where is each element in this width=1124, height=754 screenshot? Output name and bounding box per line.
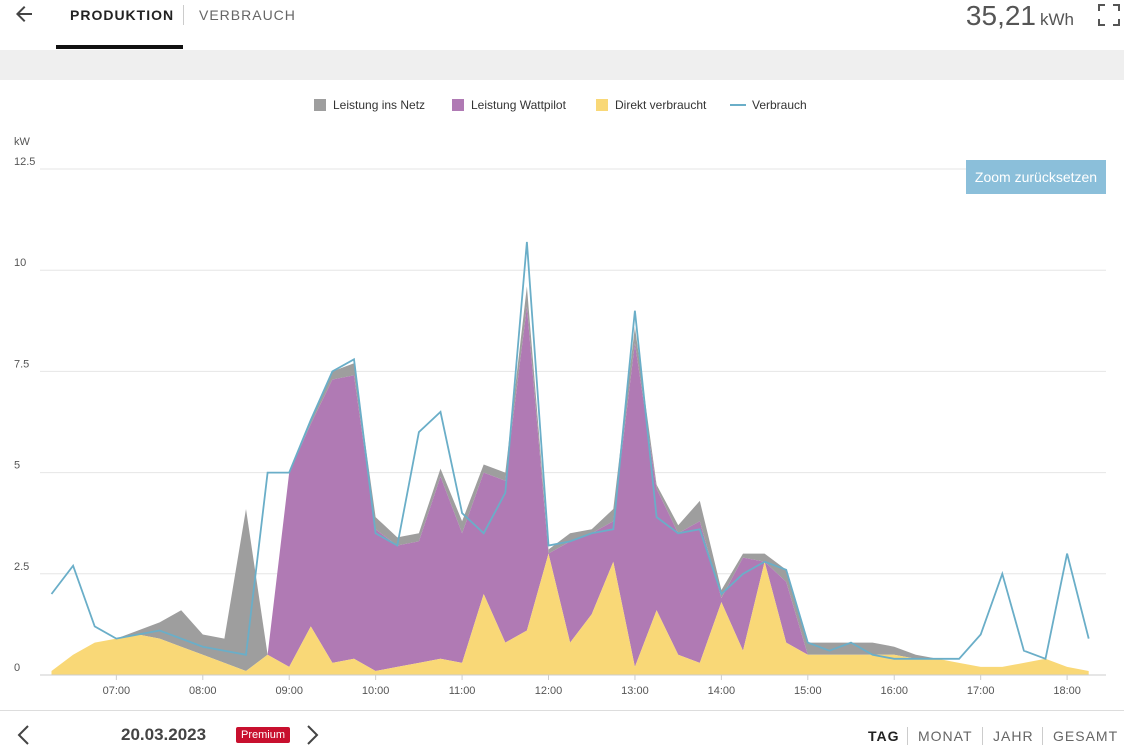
area-direkt-verbraucht xyxy=(51,553,1089,675)
legend-label-wattpilot: Leistung Wattpilot xyxy=(471,98,566,112)
zoom-reset-button[interactable]: Zoom zurücksetzen xyxy=(966,160,1106,194)
total-unit: kWh xyxy=(1040,10,1074,29)
x-tick-label: 18:00 xyxy=(1053,685,1081,697)
fullscreen-icon[interactable] xyxy=(1098,4,1120,26)
legend-item-direkt[interactable]: Direkt verbraucht xyxy=(596,98,706,112)
header-spacer xyxy=(0,50,1124,80)
x-tick-label: 11:00 xyxy=(449,685,476,697)
total-energy: 35,21 kWh xyxy=(966,0,1074,32)
x-tick-label: 12:00 xyxy=(535,685,563,697)
legend-swatch-verbrauch xyxy=(730,104,746,106)
y-tick-label: 2.5 xyxy=(14,561,29,573)
y-tick-label: 5 xyxy=(14,460,20,472)
x-tick-label: 07:00 xyxy=(103,685,131,697)
period-gesamt[interactable]: GESAMT xyxy=(1053,728,1119,744)
x-tick-label: 16:00 xyxy=(880,685,908,697)
y-tick-label: 7.5 xyxy=(14,358,29,370)
total-value: 35,21 xyxy=(965,0,1036,31)
legend-label-verbrauch: Verbrauch xyxy=(752,98,807,112)
y-tick-label: 10 xyxy=(14,257,26,269)
period-tag[interactable]: TAG xyxy=(868,728,900,744)
period-monat[interactable]: MONAT xyxy=(918,728,973,744)
tab-divider xyxy=(183,5,184,25)
legend-item-netz[interactable]: Leistung ins Netz xyxy=(314,98,425,112)
tab-verbrauch[interactable]: VERBRAUCH xyxy=(199,7,296,23)
legend-label-netz: Leistung ins Netz xyxy=(333,98,426,112)
y-tick-label: 0 xyxy=(14,662,20,674)
x-tick-label: 17:00 xyxy=(967,685,995,697)
y-tick-label: 12.5 xyxy=(14,156,35,168)
legend-swatch-wattpilot xyxy=(452,99,464,111)
legend-item-wattpilot[interactable]: Leistung Wattpilot xyxy=(452,98,566,112)
active-tab-indicator xyxy=(56,45,183,49)
x-tick-label: 09:00 xyxy=(275,685,303,697)
period-divider xyxy=(982,727,983,745)
top-bar: PRODUKTION VERBRAUCH 35,21 kWh xyxy=(0,0,1124,50)
x-tick-label: 13:00 xyxy=(621,685,649,697)
period-divider xyxy=(1042,727,1043,745)
legend-item-verbrauch[interactable]: Verbrauch xyxy=(730,98,807,112)
chart-plot[interactable]: kW 0 2.5 5 7.5 10 12.5 07:00 08:00 09:00 10:00 11:0… xyxy=(0,80,1124,710)
back-arrow-icon[interactable] xyxy=(12,2,36,26)
legend-label-direkt: Direkt verbraucht xyxy=(615,98,707,112)
line-verbrauch xyxy=(50,241,1090,661)
x-tick-label: 14:00 xyxy=(708,685,736,697)
production-chart: Leistung ins Netz Leistung Wattpilot Dir… xyxy=(0,80,1124,710)
period-jahr[interactable]: JAHR xyxy=(993,728,1034,744)
chevron-right-icon[interactable] xyxy=(302,724,322,746)
x-tick-label: 15:00 xyxy=(794,685,822,697)
legend-swatch-netz xyxy=(314,99,326,111)
area-leistung-ins-netz xyxy=(51,286,1089,671)
x-tick-label: 08:00 xyxy=(189,685,217,697)
legend-swatch-direkt xyxy=(596,99,608,111)
period-divider xyxy=(907,727,908,745)
y-axis-unit: kW xyxy=(14,136,31,148)
premium-badge: Premium xyxy=(236,727,291,743)
tab-produktion[interactable]: PRODUKTION xyxy=(70,7,175,23)
area-leistung-wattpilot xyxy=(51,306,1089,671)
x-tick-label: 10:00 xyxy=(362,685,390,697)
date-navigation-bar: 20.03.2023 Premium TAG MONAT JAHR GESAMT xyxy=(0,710,1124,754)
chevron-left-icon[interactable] xyxy=(14,724,34,746)
current-date: 20.03.2023 xyxy=(121,725,207,744)
